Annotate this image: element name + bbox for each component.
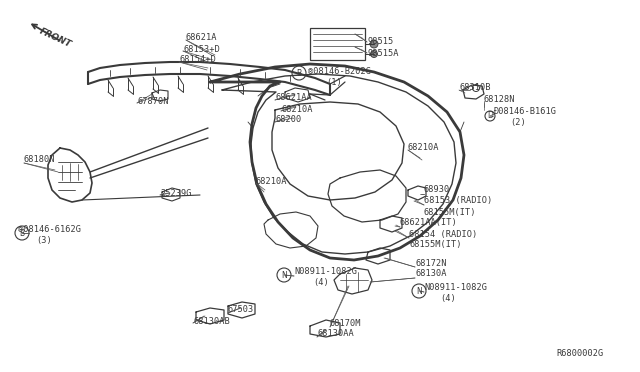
Text: 67870N: 67870N xyxy=(137,96,168,106)
Text: 68154+D: 68154+D xyxy=(179,55,216,64)
Text: 68180N: 68180N xyxy=(24,155,56,164)
Text: ®08146-6162G: ®08146-6162G xyxy=(18,225,81,234)
Text: B: B xyxy=(19,228,24,237)
Text: (3): (3) xyxy=(36,237,52,246)
Text: 68200: 68200 xyxy=(275,115,301,125)
Text: FRONT: FRONT xyxy=(38,27,72,49)
Text: 68621AA(IT): 68621AA(IT) xyxy=(400,218,458,228)
Text: 68130A: 68130A xyxy=(415,269,447,279)
Text: (2): (2) xyxy=(510,119,525,128)
Text: N08911-1082G: N08911-1082G xyxy=(424,283,487,292)
Text: 98515A: 98515A xyxy=(367,48,399,58)
Text: 68210A: 68210A xyxy=(281,105,312,113)
Text: 68153+D: 68153+D xyxy=(183,45,220,54)
Text: N08911-1082G: N08911-1082G xyxy=(294,267,357,276)
Text: 98515: 98515 xyxy=(367,38,393,46)
Text: 68153 (RADIO): 68153 (RADIO) xyxy=(424,196,492,205)
Text: 68154 (RADIO): 68154 (RADIO) xyxy=(409,230,477,238)
Text: 68621AA: 68621AA xyxy=(275,93,312,103)
Text: 68930: 68930 xyxy=(424,186,451,195)
Bar xyxy=(310,28,365,60)
Text: 68128N: 68128N xyxy=(484,94,515,103)
Text: B: B xyxy=(296,68,301,77)
Text: 68172N: 68172N xyxy=(415,259,447,267)
Text: 68155M(IT): 68155M(IT) xyxy=(409,241,461,250)
Text: ®08146-B202G: ®08146-B202G xyxy=(308,67,371,76)
Circle shape xyxy=(370,40,378,48)
Text: (4): (4) xyxy=(440,295,456,304)
Text: (1): (1) xyxy=(326,77,342,87)
Text: Ð08146-B161G: Ð08146-B161G xyxy=(493,108,556,116)
Circle shape xyxy=(371,51,378,58)
Text: 67503: 67503 xyxy=(228,305,254,314)
Text: 68130AB: 68130AB xyxy=(193,317,230,326)
Text: R6800002G: R6800002G xyxy=(556,350,604,359)
Text: 25239G: 25239G xyxy=(160,189,191,198)
Text: D: D xyxy=(487,112,493,121)
Text: (4): (4) xyxy=(313,279,329,288)
Text: 68210A: 68210A xyxy=(256,176,287,186)
Text: N: N xyxy=(416,286,422,295)
Text: 68130AA: 68130AA xyxy=(317,328,354,337)
Text: 68621A: 68621A xyxy=(186,33,218,42)
Text: 68170M: 68170M xyxy=(330,318,362,327)
Text: N: N xyxy=(281,270,287,279)
Text: 68155M(IT): 68155M(IT) xyxy=(424,208,477,217)
Text: 68210A: 68210A xyxy=(408,144,440,153)
Text: 68310B: 68310B xyxy=(459,83,490,93)
